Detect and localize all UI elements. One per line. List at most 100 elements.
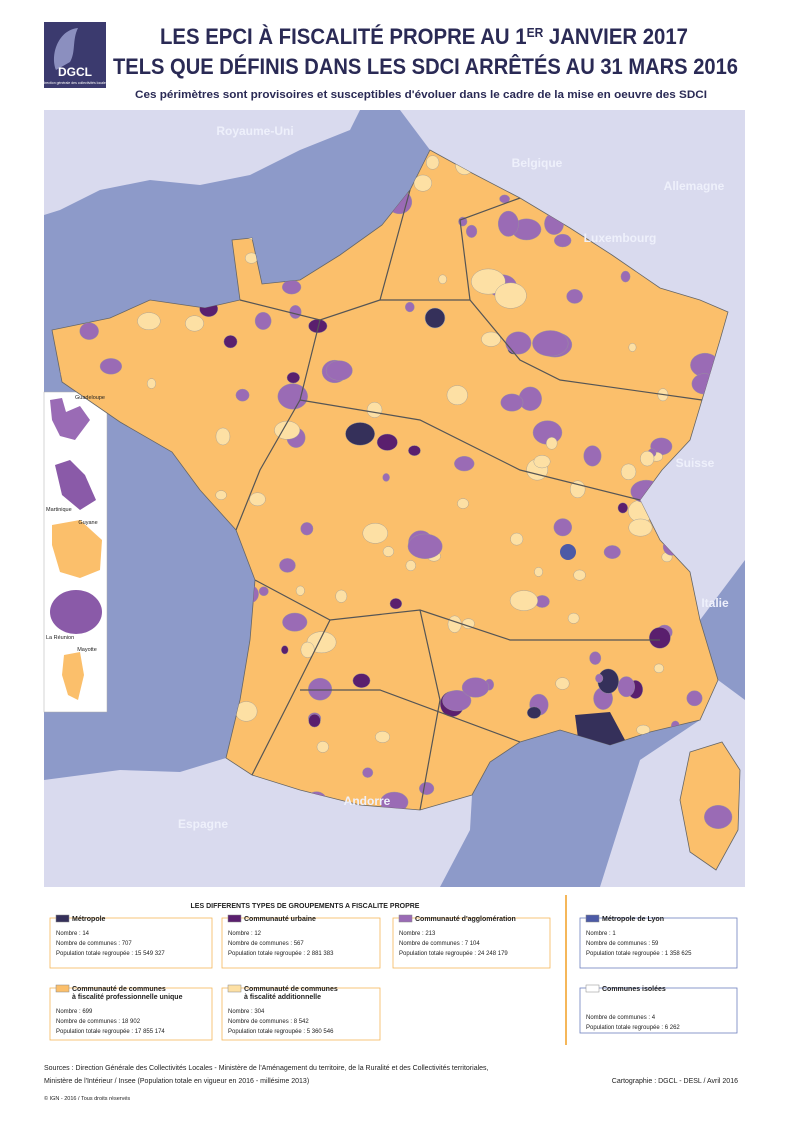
epci-area (553, 518, 573, 537)
region-border (239, 189, 411, 321)
legend-swatch (55, 914, 70, 923)
epci-area (628, 343, 637, 352)
epci-area (704, 805, 733, 829)
epci-area (446, 385, 468, 406)
epci-area (366, 401, 383, 418)
legend-swatch (398, 914, 413, 923)
epci-area (282, 612, 308, 632)
epci-area (254, 312, 272, 330)
epci-area (345, 422, 375, 446)
epci-area (413, 174, 432, 192)
legend-line: Nombre de communes : 707 (56, 941, 132, 947)
region-border (380, 299, 703, 401)
legend-line: Nombre de communes : 567 (228, 941, 304, 947)
epci-area (617, 676, 635, 698)
epci-area (376, 433, 398, 451)
inset-label: Guadeloupe (75, 395, 105, 401)
epci-area (481, 331, 501, 347)
epci-area (419, 782, 435, 795)
epci-area (510, 532, 524, 546)
epci-area (258, 586, 269, 597)
epci-area (554, 233, 572, 248)
legend-swatch (227, 914, 242, 923)
legend-line: Nombre de communes : 8 542 (228, 1019, 309, 1025)
legend-line: Population totale regroupée : 24 248 179 (399, 951, 508, 957)
epci-area (316, 741, 329, 753)
epci-area (532, 330, 569, 357)
paris-area (424, 307, 446, 329)
epci-area (325, 360, 353, 381)
inset-label: Mayotte (77, 647, 97, 653)
epci-area (461, 677, 490, 698)
epci-area (546, 437, 558, 450)
legend-line: Population totale regroupée : 17 855 174 (56, 1029, 165, 1035)
epci-area (442, 690, 472, 712)
epci-area (382, 546, 394, 557)
country-label: Allemagne (664, 179, 725, 193)
epci-area (289, 305, 302, 319)
legend-line: Nombre de communes : 59 (586, 941, 659, 947)
epci-area (137, 312, 161, 330)
epci-area (335, 589, 348, 603)
sources: Sources : Direction Générale des Collect… (44, 1065, 489, 1072)
epci-area (620, 270, 631, 283)
epci-area (603, 545, 621, 559)
spain-land (44, 758, 472, 887)
legend-line: Population totale regroupée : 5 360 546 (228, 1029, 334, 1035)
legend-box (221, 917, 381, 969)
epci-area (457, 498, 469, 509)
region-border (419, 609, 441, 811)
legend-line: Nombre : 699 (56, 1009, 93, 1015)
epci-area (362, 523, 388, 544)
epci-area (426, 155, 440, 170)
epci-area (274, 420, 301, 440)
legend-line: Nombre : 12 (228, 931, 262, 937)
legend-name: Métropole (72, 916, 106, 923)
legend-line: Nombre : 213 (399, 931, 436, 937)
legend-box (49, 917, 213, 969)
epci-area (249, 492, 266, 507)
legend-swatch (585, 984, 600, 993)
country-label: Andorre (344, 794, 391, 808)
epci-area (300, 641, 315, 658)
legend-box (221, 987, 381, 1041)
epci-area (649, 627, 671, 649)
legend-box (579, 987, 738, 1034)
epci-area (567, 612, 580, 624)
epci-area (617, 502, 628, 514)
epci-area (573, 569, 586, 581)
legend-line: Population totale regroupée : 15 549 327 (56, 951, 165, 957)
epci-area (408, 445, 421, 456)
epci-area (589, 651, 602, 665)
legend-name: Communauté de communes (72, 986, 166, 993)
country-label: Italie (701, 596, 729, 610)
epci-area (509, 590, 538, 611)
epci-area (518, 386, 542, 411)
epci-area (628, 518, 653, 537)
epci-area (282, 279, 302, 295)
epci-area (279, 558, 296, 573)
uk-land (44, 110, 360, 215)
epci-area (277, 383, 308, 410)
country-label: Royaume-Uni (216, 124, 293, 138)
lyon-area (560, 544, 576, 560)
epci-area (583, 445, 602, 467)
legend-swatch (55, 984, 70, 993)
epci-area (235, 388, 250, 402)
logo-figure (54, 28, 78, 70)
epci-area (223, 335, 238, 349)
map: Royaume-Uni Belgique Allemagne Luxembourg Su… (43, 110, 745, 887)
epci-area (79, 322, 99, 340)
epci-area (375, 730, 390, 743)
region-border (235, 319, 321, 531)
legend-swatch (227, 984, 242, 993)
legend-line: Population totale regroupée : 2 881 383 (228, 951, 334, 957)
epci-area (286, 372, 300, 384)
epci-area (99, 358, 122, 375)
epci-area (215, 490, 227, 500)
legend-line: Population totale regroupée : 6 262 (586, 1025, 680, 1031)
epci-area (534, 567, 543, 577)
legend-name: Communes isolées (602, 986, 666, 993)
